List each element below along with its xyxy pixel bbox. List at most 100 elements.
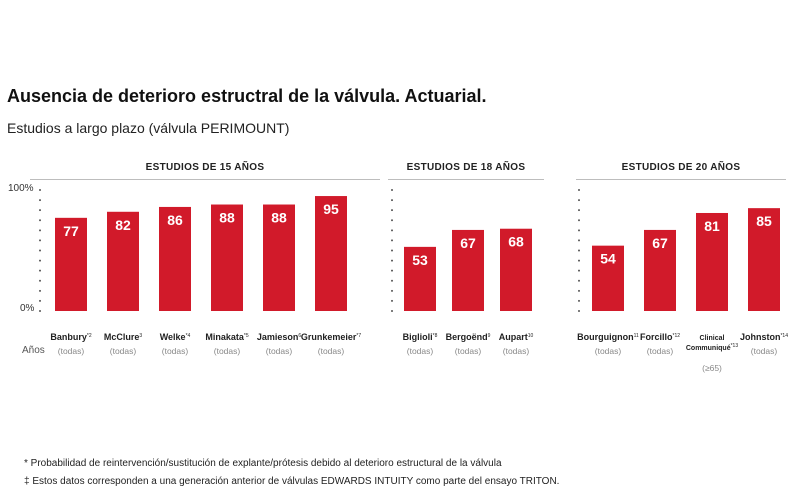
bar-bourguignon: [592, 245, 624, 311]
footnote-2: ‡ Estos datos corresponden a una generac…: [24, 476, 560, 487]
axis-dot: [391, 269, 393, 272]
data-label: 67: [652, 235, 668, 251]
category-label: Johnston*14: [740, 332, 788, 342]
panel-title-20: ESTUDIOS DE 20 AÑOS: [621, 162, 741, 173]
axis-dot: [391, 249, 393, 252]
category-label: Jamieson6: [257, 332, 302, 342]
data-label: 77: [63, 223, 79, 239]
y-tick-label-min: 0%: [20, 303, 35, 314]
data-label: 88: [271, 210, 287, 226]
category-label: Minakata*5: [205, 332, 248, 342]
axis-dot: [39, 279, 41, 282]
category-label: Grunkemeier*7: [301, 332, 361, 342]
category-sublabel: (≥65): [702, 363, 722, 373]
category-sublabel: (todas): [595, 346, 622, 356]
bar-clinical-communiqu-: [696, 212, 728, 311]
category-label: Bergoënd9: [446, 332, 491, 342]
axis-dot: [39, 269, 41, 272]
category-label: Forcillo*12: [640, 332, 680, 342]
axis-dot: [39, 299, 41, 302]
axis-dot: [391, 279, 393, 282]
axis-dot: [391, 310, 393, 312]
chart-subtitle: Estudios a largo plazo (válvula PERIMOUN…: [7, 120, 290, 136]
data-label: 53: [412, 252, 428, 268]
axis-dot: [391, 199, 393, 202]
panel-title-15: ESTUDIOS DE 15 AÑOS: [145, 162, 265, 173]
data-label: 81: [704, 218, 720, 234]
data-label: 54: [600, 251, 616, 267]
bar-minakata: [211, 204, 243, 311]
axis-dot: [39, 249, 41, 252]
data-label: 88: [219, 210, 235, 226]
data-label: 82: [115, 217, 131, 233]
axis-dot: [39, 229, 41, 232]
bar-banbury: [55, 217, 87, 311]
category-label: Aupart10: [499, 332, 534, 342]
axis-dot: [578, 259, 580, 262]
axis-dot: [39, 189, 41, 191]
footnote-1: * Probabilidad de reintervención/sustitu…: [24, 458, 502, 469]
category-sublabel: (todas): [751, 346, 778, 356]
panel-rule-15: [30, 179, 380, 180]
bar-johnston: [748, 208, 780, 311]
axis-dot: [391, 219, 393, 222]
chart-title: Ausencia de deterioro estructral de la v…: [7, 86, 487, 106]
bar-aupart: [500, 228, 532, 311]
y-tick-label-max: 100%: [8, 183, 34, 194]
panel-rule-20: [576, 179, 786, 180]
data-label: 85: [756, 213, 772, 229]
data-label: 68: [508, 234, 524, 250]
category-sublabel: (todas): [455, 346, 482, 356]
category-label: Biglioli*8: [403, 332, 438, 342]
axis-dot: [39, 259, 41, 262]
axis-dot: [39, 209, 41, 212]
category-sublabel: (todas): [162, 346, 189, 356]
axis-dot: [391, 259, 393, 262]
axis-dot: [578, 229, 580, 232]
axis-dot: [391, 299, 393, 302]
axis-dot: [391, 239, 393, 242]
axis-dot: [578, 209, 580, 212]
axis-dot: [578, 299, 580, 302]
axis-dot: [578, 289, 580, 292]
bar-welke: [159, 206, 191, 311]
data-label: 67: [460, 235, 476, 251]
bar-bergo-nd: [452, 229, 484, 311]
axis-dot: [391, 189, 393, 191]
bar-mcclure: [107, 211, 139, 311]
axis-dot: [39, 239, 41, 242]
axis-dot: [578, 279, 580, 282]
category-sublabel: (todas): [318, 346, 345, 356]
axis-dot: [391, 209, 393, 212]
axis-dot: [391, 289, 393, 292]
category-sublabel: (todas): [266, 346, 293, 356]
axis-dot: [39, 199, 41, 202]
data-label: 95: [323, 201, 339, 217]
bar-biglioli: [404, 246, 436, 311]
data-label: 86: [167, 212, 183, 228]
axis-dot: [578, 310, 580, 312]
axis-dot: [578, 219, 580, 222]
axis-dot: [39, 219, 41, 222]
category-sublabel: (todas): [58, 346, 85, 356]
axis-dot: [578, 199, 580, 202]
category-label: Bourguignon11: [577, 332, 639, 342]
panel-rule-18: [388, 179, 544, 180]
axis-dot: [391, 229, 393, 232]
category-sublabel: (todas): [110, 346, 137, 356]
panel-title-18: ESTUDIOS DE 18 AÑOS: [406, 162, 526, 173]
row-label-anos: Años: [22, 345, 45, 356]
axis-dot: [39, 289, 41, 292]
axis-dot: [39, 310, 41, 312]
category-sublabel: (todas): [214, 346, 241, 356]
bar-forcillo: [644, 229, 676, 311]
axis-dot: [578, 189, 580, 191]
category-label: Clinical Communiqué*13: [686, 335, 738, 352]
category-label: Welke*4: [160, 332, 191, 342]
axis-dot: [578, 269, 580, 272]
category-sublabel: (todas): [503, 346, 530, 356]
category-sublabel: (todas): [407, 346, 434, 356]
bar-grunkemeier: [315, 196, 347, 311]
category-sublabel: (todas): [647, 346, 674, 356]
